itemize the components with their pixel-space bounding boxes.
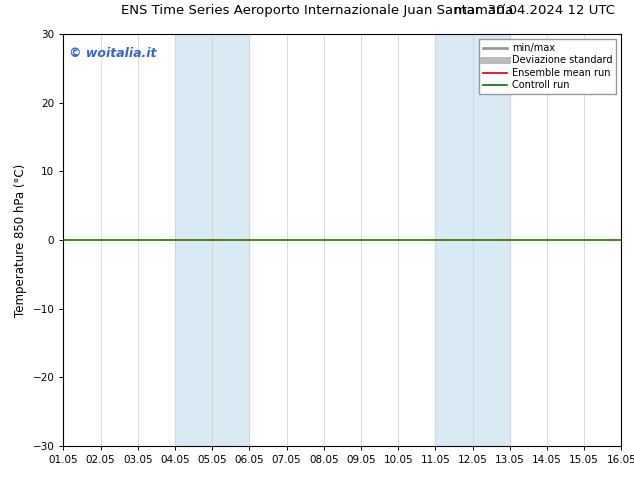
Legend: min/max, Deviazione standard, Ensemble mean run, Controll run: min/max, Deviazione standard, Ensemble m… [479,39,616,94]
Bar [436,34,510,446]
Text: mar. 30.04.2024 12 UTC: mar. 30.04.2024 12 UTC [454,4,615,17]
Bar [175,34,249,446]
Text: © woitalia.it: © woitalia.it [69,47,157,60]
Y-axis label: Temperature 850 hPa (°C): Temperature 850 hPa (°C) [14,164,27,317]
Text: ENS Time Series Aeroporto Internazionale Juan Santamaría: ENS Time Series Aeroporto Internazionale… [121,4,513,17]
